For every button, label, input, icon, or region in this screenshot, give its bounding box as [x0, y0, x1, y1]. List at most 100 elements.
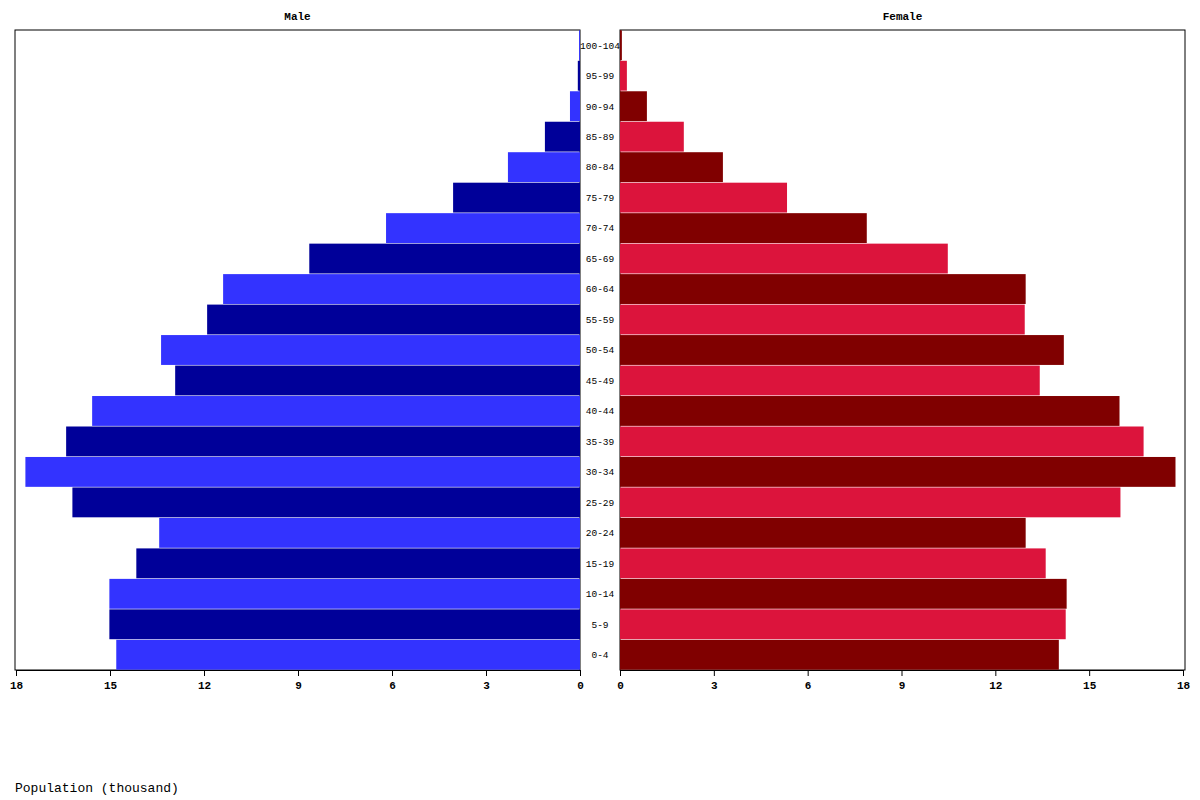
bar — [159, 518, 580, 548]
bar — [508, 152, 580, 182]
category-label: 100-104 — [580, 41, 620, 52]
category-label: 5-9 — [591, 620, 608, 631]
bar — [620, 487, 1120, 517]
tick-mark — [1183, 670, 1184, 676]
bar — [620, 640, 1059, 670]
bar — [109, 609, 580, 639]
bars — [25, 30, 580, 669]
tick-label: 3 — [711, 680, 718, 692]
tick-label: 15 — [1083, 680, 1097, 692]
tick-mark — [808, 670, 809, 676]
axis-line — [17, 671, 581, 677]
category-label: 70-74 — [586, 223, 615, 234]
category-label: 85-89 — [586, 132, 615, 143]
category-label: 35-39 — [586, 437, 615, 448]
category-label: 25-29 — [586, 498, 615, 509]
tick-label: 12 — [198, 680, 211, 692]
bar — [545, 122, 580, 152]
bar — [66, 426, 580, 456]
axis-line — [621, 671, 1184, 677]
tick-label: 6 — [389, 680, 396, 692]
bar — [620, 396, 1120, 426]
tick: 0 — [617, 670, 624, 692]
bar — [620, 305, 1025, 335]
bar — [578, 61, 580, 91]
plot-frame — [15, 30, 580, 670]
tick-mark — [298, 670, 299, 676]
tick: 15 — [1083, 670, 1097, 692]
category-label: 60-64 — [586, 284, 615, 295]
category-label: 15-19 — [586, 559, 615, 570]
x-axis: 0 3 6 9 12 15 18 — [10, 670, 584, 692]
bar — [309, 244, 580, 274]
tick: 18 — [10, 670, 24, 692]
bar — [620, 274, 1026, 304]
category-labels: 0-45-910-1415-1920-2425-2930-3435-3940-4… — [580, 41, 620, 662]
tick: 0 — [577, 670, 584, 692]
tick-mark — [16, 670, 17, 676]
bar — [175, 366, 580, 396]
tick: 12 — [989, 670, 1002, 692]
tick-mark — [392, 670, 393, 676]
tick-label: 3 — [483, 680, 490, 692]
bar — [620, 366, 1040, 396]
tick: 3 — [711, 670, 718, 692]
bar — [620, 457, 1175, 487]
bar — [25, 457, 580, 487]
bar — [207, 305, 580, 335]
bar — [620, 518, 1026, 548]
tick-mark — [620, 670, 621, 676]
panel-title: Female — [883, 11, 923, 23]
bar — [620, 122, 684, 152]
tick: 6 — [805, 670, 812, 692]
tick-mark — [902, 670, 903, 676]
tick-label: 18 — [10, 680, 24, 692]
bar — [223, 274, 580, 304]
category-label: 95-99 — [586, 71, 615, 82]
tick-label: 18 — [1177, 680, 1191, 692]
tick-label: 0 — [577, 680, 584, 692]
tick: 9 — [899, 670, 906, 692]
bar — [386, 213, 580, 243]
bar — [161, 335, 580, 365]
tick-mark — [1089, 670, 1090, 676]
tick-mark — [204, 670, 205, 676]
bar — [620, 61, 627, 91]
x-axis: 0 3 6 9 12 15 18 — [617, 670, 1190, 692]
category-label: 40-44 — [586, 406, 615, 417]
category-label: 80-84 — [586, 162, 615, 173]
bar — [620, 244, 948, 274]
tick-label: 9 — [295, 680, 302, 692]
category-label: 65-69 — [586, 254, 615, 265]
bar — [136, 548, 580, 578]
tick-mark — [714, 670, 715, 676]
bar — [620, 579, 1067, 609]
bar — [620, 152, 723, 182]
tick: 12 — [198, 670, 211, 692]
bar — [109, 579, 580, 609]
tick: 9 — [295, 670, 302, 692]
bar — [620, 213, 867, 243]
bar — [620, 91, 647, 121]
tick-label: 6 — [805, 680, 812, 692]
tick: 3 — [483, 670, 490, 692]
chart: 0369121518Male0369121518Female0-45-910-1… — [0, 0, 1200, 800]
tick: 15 — [104, 670, 118, 692]
category-label: 30-34 — [586, 467, 615, 478]
bar — [620, 609, 1066, 639]
tick-mark — [995, 670, 996, 676]
bar — [620, 426, 1144, 456]
category-label: 20-24 — [586, 528, 615, 539]
tick: 18 — [1177, 670, 1191, 692]
tick-mark — [580, 670, 581, 676]
plot-frame — [620, 30, 1185, 670]
bar — [116, 640, 580, 670]
category-label: 45-49 — [586, 376, 615, 387]
tick-mark — [486, 670, 487, 676]
tick-label: 9 — [899, 680, 906, 692]
tick: 6 — [389, 670, 396, 692]
category-label: 50-54 — [586, 345, 615, 356]
category-label: 90-94 — [586, 102, 615, 113]
bar — [620, 548, 1046, 578]
category-label: 55-59 — [586, 315, 615, 326]
